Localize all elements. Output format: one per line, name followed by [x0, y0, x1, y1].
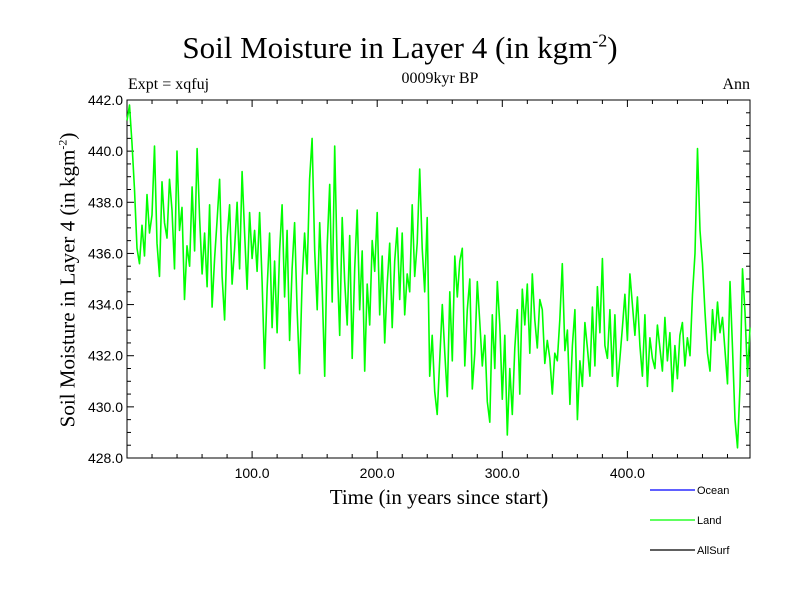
season-label: Ann [722, 76, 750, 93]
x-tick-label: 200.0 [360, 465, 395, 481]
plot-frame [126, 99, 751, 459]
y-tick-label: 432.0 [88, 348, 123, 364]
y-tick-label: 442.0 [88, 92, 123, 108]
chart-subtitle: 0009kyr BP [401, 70, 479, 87]
series-line-land [126, 104, 751, 449]
y-tick-label: 434.0 [88, 297, 123, 313]
y-tick-label: 440.0 [88, 143, 123, 159]
legend-label-ocean: Ocean [697, 485, 729, 497]
y-tick-label: 430.0 [88, 399, 123, 415]
x-tick-label: 300.0 [485, 465, 520, 481]
experiment-label: Expt = xqfuj [128, 76, 210, 93]
chart-title: Soil Moisture in Layer 4 (in kgm-2) [182, 30, 618, 65]
y-tick-label: 438.0 [88, 194, 123, 210]
y-tick-label: 436.0 [88, 245, 123, 261]
x-tick-label: 400.0 [610, 465, 645, 481]
legend-label-land: Land [697, 515, 721, 527]
x-axis-label: Time (in years since start) [329, 485, 549, 509]
x-tick-label: 100.0 [235, 465, 270, 481]
y-tick-label: 428.0 [88, 450, 123, 466]
legend-label-allsurf: AllSurf [697, 545, 730, 557]
